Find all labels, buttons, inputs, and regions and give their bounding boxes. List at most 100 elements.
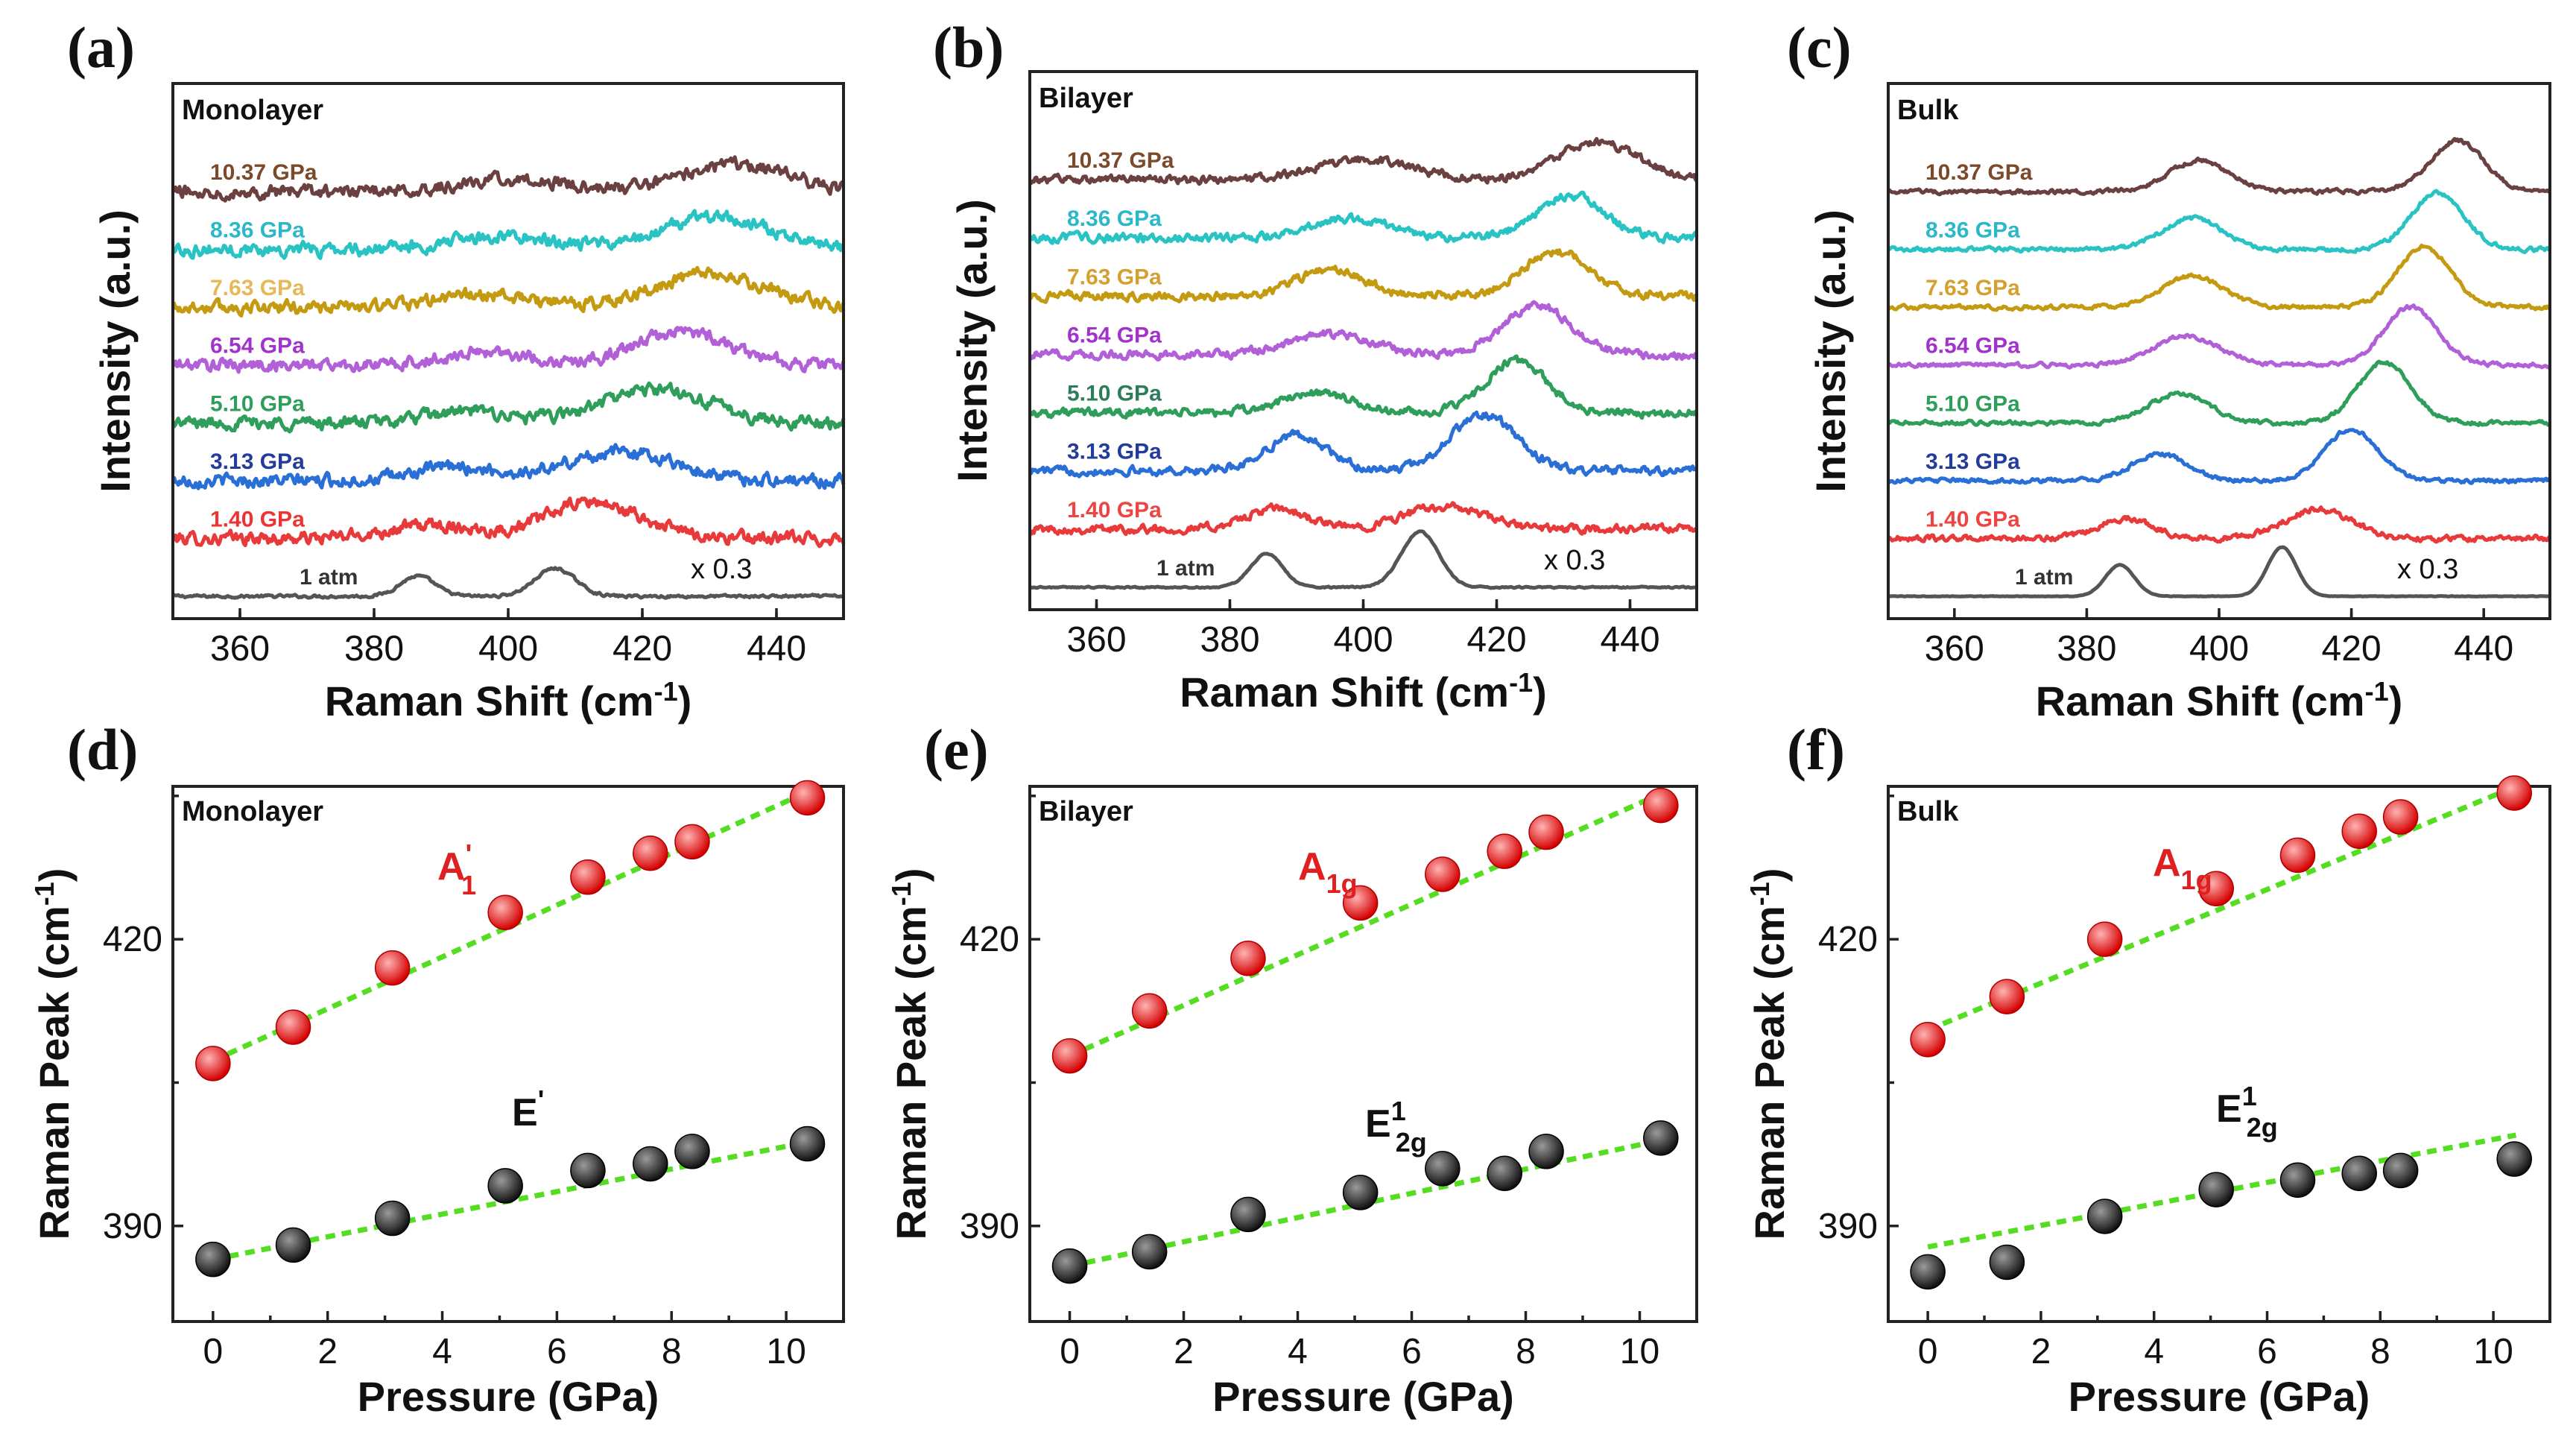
x-tick-label: 2: [1174, 1332, 1194, 1371]
data-point: [275, 1009, 311, 1045]
data-point: [1528, 814, 1564, 850]
data-point: [1528, 1134, 1564, 1169]
pressure-label: 5.10 GPa: [210, 391, 305, 416]
pressure-label: 8.36 GPa: [1925, 218, 2020, 243]
x-axis-title: Pressure (GPa): [1212, 1373, 1514, 1420]
pressure-label: 6.54 GPa: [210, 334, 305, 359]
mode-label-sup: 1: [2242, 1081, 2257, 1111]
data-point: [1487, 1155, 1522, 1192]
pressure-label: 8.36 GPa: [1067, 206, 1162, 231]
scale-note: x 0.3: [2397, 554, 2458, 585]
x-axis-title-sup: -1: [654, 676, 678, 707]
data-point: [1230, 1196, 1266, 1233]
sample-name: Bilayer: [1039, 796, 1133, 827]
x-tick-label: 10: [766, 1332, 806, 1371]
data-point: [1989, 1244, 2025, 1281]
data-point: [789, 780, 826, 816]
spectrum-line: [1887, 243, 2551, 312]
data-point: [1051, 1038, 1088, 1074]
x-tick-label: 380: [1200, 620, 1259, 660]
mode-label: A' 1: [437, 839, 476, 900]
pressure-label: 3.13 GPa: [210, 449, 305, 474]
x-tick-label: 400: [478, 629, 538, 669]
pressure-label: 3.13 GPa: [1925, 449, 2020, 474]
y-tick-label: 420: [103, 920, 162, 959]
x-tick-label: 8: [662, 1332, 682, 1371]
pressure-label: 6.54 GPa: [1925, 334, 2020, 359]
data-point: [633, 1146, 668, 1182]
x-tick-label: 8: [2370, 1332, 2390, 1371]
data-point: [570, 1152, 606, 1189]
y-axis-title-sup: -1: [1744, 882, 1775, 906]
x-tick-label: 6: [1402, 1332, 1422, 1371]
y-axis-title-text: Raman Peak (cm: [31, 906, 77, 1240]
spectrum-line: [171, 496, 846, 549]
panel-label: (e): [924, 717, 989, 782]
x-axis-title-close: ): [678, 678, 692, 724]
pressure-label: 1.40 GPa: [210, 507, 305, 531]
mode-label: E': [512, 1084, 544, 1134]
spectrum-line: [1028, 248, 1699, 304]
x-axis-title: Pressure (GPa): [358, 1373, 659, 1420]
data-point: [674, 824, 710, 860]
panel-label: (d): [67, 717, 138, 782]
x-axis-title-sup: -1: [1509, 667, 1533, 698]
x-tick-label: 380: [344, 629, 404, 669]
data-point: [487, 1168, 523, 1204]
data-point: [195, 1241, 231, 1278]
sample-name: Bilayer: [1039, 83, 1133, 114]
mode-label: E1 2g: [1365, 1096, 1427, 1158]
x-tick-label: 6: [547, 1332, 567, 1371]
mode-label-sup: 1: [1391, 1096, 1406, 1126]
panel-a: (a) 1 atm 1.40 GPa 3.13 GPa 5.10 GPa 6.54 GPa…: [67, 15, 846, 724]
sample-name: Bulk: [1897, 796, 1959, 827]
mode-label-base: A: [2153, 842, 2181, 885]
pressure-label: 5.10 GPa: [1067, 382, 1162, 406]
mode-label-sub: 2g: [1396, 1127, 1427, 1158]
y-axis-title-close: ): [31, 868, 77, 882]
data-point: [2496, 775, 2532, 811]
spectrum-line: [171, 155, 844, 203]
x-tick-label: 400: [2189, 629, 2249, 669]
x-axis-title-sup: -1: [2365, 676, 2389, 707]
y-axis-title-text: Raman Peak (cm: [1746, 906, 1793, 1240]
mode-label: A1g: [1298, 845, 1358, 899]
x-tick-label: 4: [432, 1332, 452, 1371]
data-point: [1131, 993, 1168, 1029]
spectrum-line: [1887, 189, 2551, 254]
spectrum-line: [171, 209, 846, 260]
spectrum-line: [1029, 529, 1697, 590]
x-tick-label: 440: [747, 629, 806, 669]
data-point: [789, 1125, 826, 1162]
data-point: [1643, 787, 1679, 824]
pressure-label: 10.37 GPa: [1067, 148, 1174, 173]
data-point: [487, 894, 523, 930]
data-point: [2279, 1162, 2316, 1198]
pressure-label: 1 atm: [1156, 556, 1215, 581]
data-point: [1910, 1022, 1946, 1058]
pressure-label: 5.10 GPa: [1925, 391, 2020, 416]
spectrum-line: [1028, 190, 1699, 245]
mode-label-base: A: [437, 845, 466, 888]
y-axis-title: Intensity (a.u.): [1807, 209, 1854, 493]
spectrum-line: [1887, 136, 2551, 197]
data-point: [374, 1200, 411, 1237]
y-axis-title-sup: -1: [29, 882, 60, 906]
sample-name: Monolayer: [182, 95, 323, 126]
fit-line: [1926, 783, 2517, 1033]
data-point: [1989, 979, 2025, 1014]
x-tick-label: 10: [1620, 1332, 1659, 1371]
data-point: [674, 1134, 710, 1169]
panel-label: (a): [67, 15, 135, 80]
spectrum-line: [1028, 501, 1697, 537]
data-point: [2279, 837, 2316, 874]
data-point: [1230, 941, 1266, 976]
sample-name: Monolayer: [182, 796, 323, 827]
x-tick-label: 380: [2057, 629, 2116, 669]
mode-label-base: A: [1298, 845, 1326, 888]
y-axis-title: Raman Peak (cm-1): [1744, 868, 1794, 1240]
spectrum-line: [171, 326, 846, 374]
x-axis-title: Raman Shift (cm-1): [1180, 667, 1547, 716]
pressure-label: 3.13 GPa: [1067, 440, 1162, 464]
